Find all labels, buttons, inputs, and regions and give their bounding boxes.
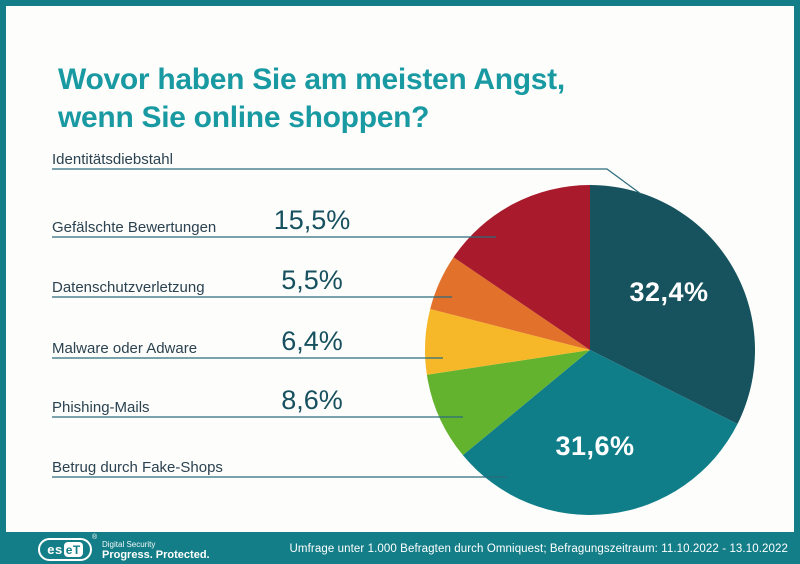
survey-source-text: Umfrage unter 1.000 Befragten durch Omni… xyxy=(289,543,788,555)
registered-mark: ® xyxy=(92,534,98,541)
eset-logo-et-box: eT xyxy=(63,542,83,557)
tagline-digital-security: Digital Security xyxy=(102,540,156,549)
legend-label-malware-oder-adware: Malware oder Adware xyxy=(52,340,198,357)
legend-label-betrug-durch-fake-shops: Betrug durch Fake-Shops xyxy=(52,459,223,476)
content-card: Wovor haben Sie am meisten Angst, wenn S… xyxy=(6,6,794,532)
title-line-1: Wovor haben Sie am meisten Angst, xyxy=(58,63,565,96)
tagline-progress-protected: Progress. Protected. xyxy=(102,549,210,561)
legend-percent-gefaelschte-bewertungen: 15,5% xyxy=(273,205,351,235)
eset-logo: es eT xyxy=(38,538,92,561)
eset-logo-et: eT xyxy=(65,542,81,557)
eset-logo-es: es xyxy=(47,542,63,557)
legend-label-phishing-mails: Phishing-Mails xyxy=(52,399,150,416)
legend-label-gefaelschte-bewertungen: Gefälschte Bewertungen xyxy=(52,219,217,236)
page-title: Wovor haben Sie am meisten Angst, wenn S… xyxy=(58,61,658,137)
legend-label-datenschutzverletzung: Datenschutzverletzung xyxy=(52,279,205,296)
eset-tagline: Digital Security Progress. Protected. xyxy=(102,539,210,561)
legend-label-identitaetsdiebstahl: Identitätsdiebstahl xyxy=(52,151,173,168)
pie-value-identitaetsdiebstahl: 32,4% xyxy=(629,277,709,307)
legend-percent-malware-oder-adware: 6,4% xyxy=(281,326,343,356)
legend-percent-phishing-mails: 8,6% xyxy=(281,385,343,415)
pie-value-betrug-durch-fake-shops: 31,6% xyxy=(555,431,635,461)
footer-band xyxy=(0,532,800,564)
legend-percent-datenschutzverletzung: 5,5% xyxy=(281,265,343,295)
title-line-2: wenn Sie online shoppen? xyxy=(58,101,430,134)
